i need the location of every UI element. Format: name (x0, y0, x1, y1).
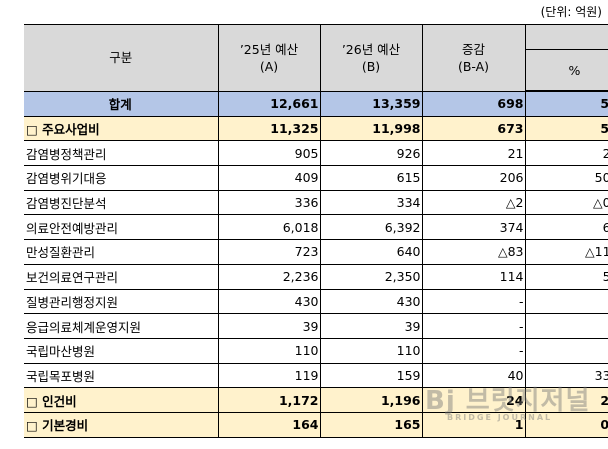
budget25-cell: 119 (217, 362, 321, 389)
budget25-cell: 723 (217, 239, 321, 265)
budget25-cell: 164 (217, 411, 321, 438)
change-cell: 374 (421, 214, 526, 241)
row-label: 응급의료체계운영지원 (24, 313, 219, 339)
header-percent: % (525, 49, 608, 92)
change-cell: - (421, 337, 526, 364)
budget25-cell: 905 (217, 140, 321, 167)
header-change-group (524, 24, 608, 50)
change-cell: 673 (421, 115, 526, 142)
budget26-cell: 159 (319, 362, 423, 389)
subtotal-row: □ 기본경비16416510.7 (24, 411, 608, 438)
percent-cell: 2.1 (524, 387, 608, 413)
percent-cell: 5.1 (524, 263, 608, 290)
percent-cell: - (524, 313, 608, 339)
header-row: 구분 ’25년 예산 (A) ’26년 예산 (B) 증감 (B-A) (24, 24, 608, 92)
row-label: 감염병진단분석 (24, 189, 219, 216)
unit-label: (단위: 억원) (540, 5, 602, 19)
change-cell: 1 (421, 411, 526, 438)
change-cell: 114 (421, 263, 526, 290)
change-cell: 206 (421, 165, 526, 191)
budget26-cell: 1,196 (319, 387, 423, 413)
percent-cell: 50.4 (524, 165, 608, 191)
budget26-cell: 430 (319, 288, 423, 315)
budget26-cell: 640 (319, 239, 423, 265)
row-label: 보건의료연구관리 (24, 263, 219, 290)
budget26-cell: 926 (319, 140, 423, 167)
budget25-cell: 430 (217, 288, 321, 315)
table-row: 감염병정책관리905926212.4 (24, 140, 608, 167)
row-label: 만성질환관리 (24, 239, 219, 265)
row-label: 국립마산병원 (24, 337, 219, 364)
budget25-cell: 1,172 (217, 387, 321, 413)
budget25-cell: 39 (217, 313, 321, 339)
row-label: □ 주요사업비 (24, 115, 219, 142)
header-budget25: ’25년 예산 (A) (217, 24, 321, 92)
budget26-cell: 6,392 (319, 214, 423, 241)
budget26-cell: 11,998 (319, 115, 423, 142)
budget25-cell: 6,018 (217, 214, 321, 241)
budget26-cell: 615 (319, 165, 423, 191)
table-row: 감염병위기대응40961520650.4 (24, 165, 608, 191)
row-label: 의료안전예방관리 (24, 214, 219, 241)
budget-table: 구분 ’25년 예산 (A) ’26년 예산 (B) 증감 (B-A) % 합계 12,… (24, 24, 608, 438)
percent-cell: - (524, 288, 608, 315)
change-cell: 40 (421, 362, 526, 389)
budget25-cell: 409 (217, 165, 321, 191)
percent-cell: 5.9 (524, 115, 608, 142)
budget26-cell: 165 (319, 411, 423, 438)
budget26-cell: 39 (319, 313, 423, 339)
percent-cell: 0.7 (524, 411, 608, 438)
budget26-cell: 2,350 (319, 263, 423, 290)
row-label: □ 인건비 (24, 387, 219, 413)
change-cell: - (421, 313, 526, 339)
percent-cell: 6.2 (524, 214, 608, 241)
budget26-cell: 13,359 (319, 90, 423, 117)
change-cell: △2 (421, 189, 526, 216)
percent-cell: △0.4 (524, 189, 608, 216)
budget25-cell: 12,661 (217, 90, 321, 117)
budget25-cell: 2,236 (217, 263, 321, 290)
budget-table-wrapper: 구분 ’25년 예산 (A) ’26년 예산 (B) 증감 (B-A) % 합계 12,… (24, 24, 608, 438)
change-cell: 698 (421, 90, 526, 117)
header-change: 증감 (B-A) (421, 24, 526, 92)
header-category: 구분 (24, 24, 219, 92)
budget25-cell: 11,325 (217, 115, 321, 142)
row-label: 합계 (24, 90, 219, 117)
percent-cell: 33.8 (524, 362, 608, 389)
watermark-logo: Bj 브릿지저널 BRIDGE JOURNAL (425, 386, 591, 422)
change-cell: 21 (421, 140, 526, 167)
row-label: 질병관리행정지원 (24, 288, 219, 315)
row-label: 감염병정책관리 (24, 140, 219, 167)
percent-cell: △11.4 (524, 239, 608, 265)
percent-cell: - (524, 337, 608, 364)
header-budget26: ’26년 예산 (B) (319, 24, 423, 92)
budget26-cell: 110 (319, 337, 423, 364)
budget25-cell: 336 (217, 189, 321, 216)
row-label: 국립목포병원 (24, 362, 219, 389)
change-cell: 24 (421, 387, 526, 413)
percent-cell: 5.5 (524, 90, 608, 117)
budget26-cell: 334 (319, 189, 423, 216)
budget25-cell: 110 (217, 337, 321, 364)
percent-cell: 2.4 (524, 140, 608, 167)
change-cell: - (421, 288, 526, 315)
row-label: 감염병위기대응 (24, 165, 219, 191)
change-cell: △83 (421, 239, 526, 265)
row-label: □ 기본경비 (24, 411, 219, 438)
